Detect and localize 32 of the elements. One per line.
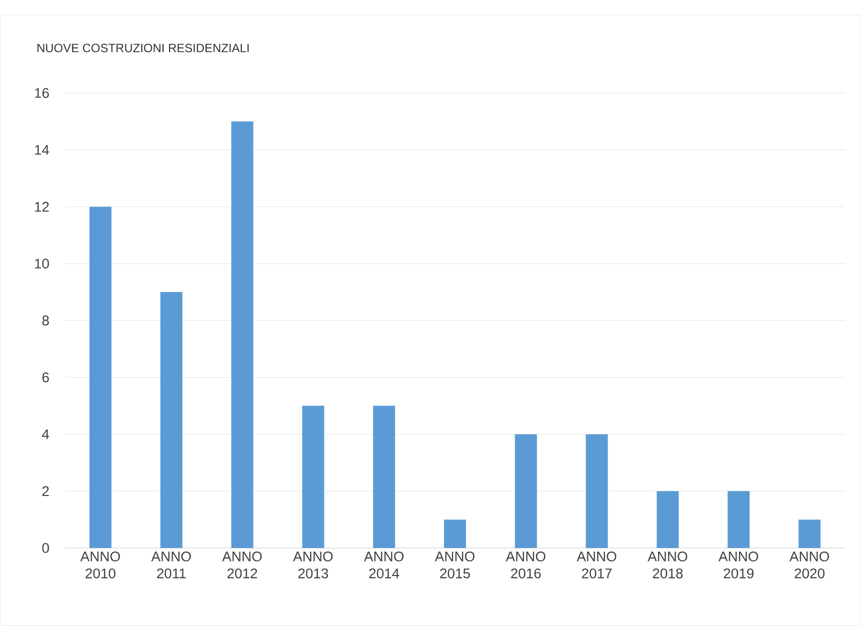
y-tick-label: 12 <box>35 202 49 212</box>
x-tick-label: ANNO 2011 <box>151 552 191 578</box>
x-tick-label: ANNO 2014 <box>364 552 404 578</box>
chart-title: NUOVE COSTRUZIONI RESIDENZIALI <box>38 44 249 52</box>
bar <box>586 434 608 548</box>
bar <box>302 406 324 548</box>
bar <box>89 206 112 548</box>
x-tick-label: ANNO 2018 <box>648 552 688 578</box>
y-tick-label: 4 <box>42 429 50 440</box>
y-tick-label: 8 <box>42 316 49 326</box>
bar <box>656 491 679 548</box>
y-tick-label: 10 <box>35 258 49 269</box>
x-tick-label: ANNO 2017 <box>576 552 616 578</box>
bar <box>373 406 396 548</box>
y-tick-label: 16 <box>35 88 49 98</box>
x-tick-label: ANNO 2020 <box>789 552 830 578</box>
bar <box>444 520 466 548</box>
x-tick-label: ANNO 2013 <box>293 552 333 578</box>
x-tick-label: ANNO 2019 <box>718 552 758 578</box>
bar <box>231 121 254 548</box>
bar <box>160 292 182 548</box>
y-tick-label: 0 <box>42 543 49 553</box>
y-tick-label: 6 <box>42 372 49 382</box>
bar <box>514 434 537 548</box>
x-tick-label: ANNO 2015 <box>434 552 474 578</box>
x-tick-label: ANNO 2012 <box>222 552 262 578</box>
x-tick-label: ANNO 2016 <box>506 552 546 578</box>
y-tick-label: 2 <box>42 486 49 496</box>
x-tick-label: ANNO 2010 <box>80 552 120 578</box>
bar <box>798 520 821 548</box>
bar <box>728 491 750 548</box>
y-tick-label: 14 <box>35 145 50 155</box>
